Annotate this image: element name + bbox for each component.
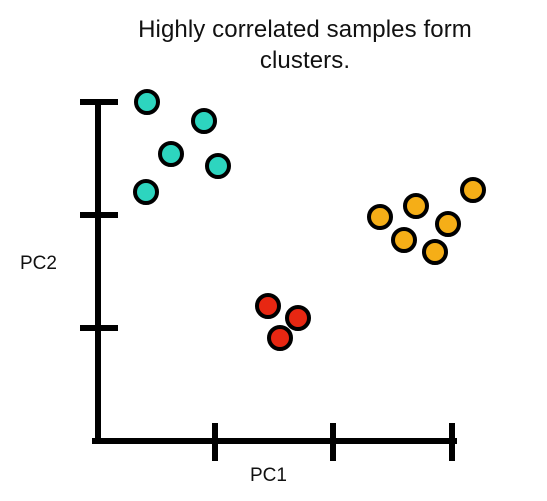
diagram-title: Highly correlated samples form clusters. [85,14,525,76]
sample-point-teal-2 [191,108,217,134]
sample-point-orange-3 [367,204,393,230]
sample-point-teal-1 [134,89,160,115]
sample-point-orange-2 [403,193,429,219]
sample-point-orange-4 [435,211,461,237]
x-axis-label: PC1 [250,465,287,486]
sample-point-orange-6 [422,239,448,265]
title-line-1: Highly correlated samples form [138,16,472,43]
sample-point-teal-5 [133,179,159,205]
y-axis-label: PC2 [20,253,57,274]
sample-point-teal-3 [158,141,184,167]
sample-point-red-2 [285,305,311,331]
title-line-2: clusters. [259,47,351,74]
sample-point-teal-4 [205,153,231,179]
axes [80,99,457,461]
sample-point-orange-5 [391,227,417,253]
sample-point-red-3 [267,325,293,351]
sample-point-red-1 [255,293,281,319]
sample-point-orange-1 [460,177,486,203]
sample-points [133,89,486,351]
